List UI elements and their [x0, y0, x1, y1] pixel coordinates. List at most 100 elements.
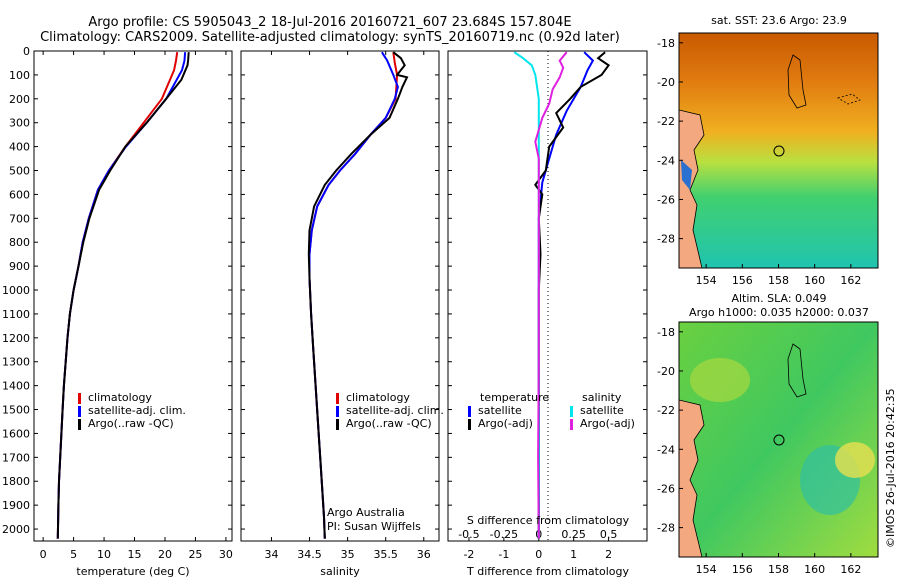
map-x-tick-label: 154	[696, 563, 717, 576]
x-tick-label: 36	[417, 548, 431, 561]
sla-high-anomaly	[835, 442, 875, 478]
x-tick-label: 10	[97, 548, 111, 561]
y-tick-label: 1600	[2, 427, 30, 440]
x-tick-label: 5	[70, 548, 77, 561]
x-tick-label: 30	[219, 548, 233, 561]
map-y-tick-label: -22	[657, 115, 675, 128]
map-x-tick-label: 160	[804, 274, 825, 287]
legend-swatch	[336, 392, 339, 404]
map-x-tick-label: 162	[840, 563, 861, 576]
temperature-legend: climatology satellite-adj. clim. Argo(..…	[78, 391, 186, 430]
y-tick-label: 1800	[2, 475, 30, 488]
series-line-argo-raw-qc-	[56, 52, 190, 539]
series-line-salinity-argo-adj-	[534, 51, 568, 539]
y-tick-label: 900	[9, 260, 30, 273]
s-tick-label: 0.25	[561, 528, 586, 541]
map-x-tick-label: 156	[732, 563, 753, 576]
s-tick-label: 0.5	[600, 528, 618, 541]
legend-item-t-argo: Argo(-adj)	[468, 417, 549, 430]
map-y-tick-label: -28	[657, 233, 675, 246]
y-tick-label: 1700	[2, 451, 30, 464]
pi-label: PI: Susan Wijffels	[327, 520, 421, 533]
legend-swatch	[336, 418, 339, 430]
legend-item-t-satellite: satellite	[468, 404, 549, 417]
map-y-tick-label: -20	[657, 76, 675, 89]
t-tick-label: -2	[463, 548, 474, 561]
map-y-tick-label: -18	[657, 37, 675, 50]
float-marker	[773, 434, 785, 446]
difference-temperature-legend: temperature satellite Argo(-adj)	[468, 391, 549, 430]
s-tick-label: -0.5	[458, 528, 479, 541]
sla-title-2: Argo h1000: 0.035 h2000: 0.037	[689, 306, 869, 319]
y-tick-label: 0	[23, 45, 30, 58]
map-y-tick-label: -26	[657, 193, 675, 206]
map-y-tick-label: -18	[657, 326, 675, 339]
t-tick-label: 2	[605, 548, 612, 561]
map-y-tick-label: -24	[657, 154, 675, 167]
map-y-tick-label: -22	[657, 404, 675, 417]
legend-item-argo: Argo(..raw -QC)	[336, 417, 444, 430]
legend-item-s-argo: Argo(-adj)	[570, 417, 635, 430]
salinity-legend: climatology satellite-adj. clim. Argo(..…	[336, 391, 444, 430]
legend-item-s-satellite: satellite	[570, 404, 635, 417]
map-y-tick-label: -20	[657, 365, 675, 378]
climatology-title: Climatology: CARS2009. Satellite-adjuste…	[40, 30, 620, 45]
map-y-tick-label: -28	[657, 522, 675, 535]
coastline-land	[679, 399, 705, 557]
legend-swatch	[336, 405, 339, 417]
y-tick-label: 2000	[2, 523, 30, 536]
float-marker	[773, 145, 785, 157]
imos-credit: ©IMOS 26-Jul-2016 20:42:35	[884, 388, 897, 548]
s-tick-label: -0.25	[490, 528, 518, 541]
s-difference-axis-label: S difference from climatology	[467, 514, 630, 527]
legend-swatch	[468, 405, 471, 417]
reef-contour	[787, 54, 807, 109]
legend-item-argo: Argo(..raw -QC)	[78, 417, 186, 430]
t-tick-label: -1	[498, 548, 509, 561]
legend-swatch	[570, 405, 573, 417]
temperature-panel-frame	[33, 50, 233, 542]
y-tick-label: 1200	[2, 332, 30, 345]
reef-contour-dotted	[837, 93, 861, 105]
y-tick-label: 400	[9, 141, 30, 154]
map-y-tick-label: -24	[657, 443, 675, 456]
map-x-tick-label: 158	[768, 563, 789, 576]
temperature-axis-label: temperature (deg C)	[76, 565, 189, 578]
x-tick-label: 20	[158, 548, 172, 561]
map-x-tick-label: 160	[804, 563, 825, 576]
legend-title-temperature: temperature	[480, 391, 550, 404]
sla-title-1: Altim. SLA: 0.049	[731, 292, 826, 305]
difference-salinity-legend: salinity satellite Argo(-adj)	[570, 391, 635, 430]
legend-item-satellite: satellite-adj. clim.	[78, 404, 186, 417]
x-tick-label: 34	[264, 548, 278, 561]
y-tick-label: 300	[9, 117, 30, 130]
y-tick-label: 1300	[2, 356, 30, 369]
legend-swatch	[468, 418, 471, 430]
profile-title: Argo profile: CS 5905043_2 18-Jul-2016 2…	[88, 15, 572, 30]
map-y-tick-label: -26	[657, 482, 675, 495]
x-tick-label: 34.5	[297, 548, 322, 561]
y-tick-label: 700	[9, 212, 30, 225]
map-x-tick-label: 162	[840, 274, 861, 287]
sla-map	[679, 322, 878, 557]
legend-swatch	[78, 405, 81, 417]
salinity-panel-frame	[240, 50, 440, 542]
map-x-tick-label: 156	[732, 274, 753, 287]
series-line-argo-raw-qc-	[307, 51, 409, 539]
sst-map	[679, 33, 878, 268]
legend-item-climatology: climatology	[336, 391, 444, 404]
legend-item-climatology: climatology	[78, 391, 186, 404]
salinity-axis-label: salinity	[320, 565, 360, 578]
t-tick-label: 1	[570, 548, 577, 561]
legend-swatch	[78, 392, 81, 404]
y-tick-label: 100	[9, 69, 30, 82]
legend-item-satellite: satellite-adj. clim.	[336, 404, 444, 417]
y-tick-label: 1900	[2, 499, 30, 512]
map-x-tick-label: 158	[768, 274, 789, 287]
argo-australia-label: Argo Australia	[327, 506, 405, 519]
t-tick-label: 0	[535, 548, 542, 561]
x-tick-label: 15	[128, 548, 142, 561]
x-tick-label: 25	[188, 548, 202, 561]
y-tick-label: 200	[9, 93, 30, 106]
